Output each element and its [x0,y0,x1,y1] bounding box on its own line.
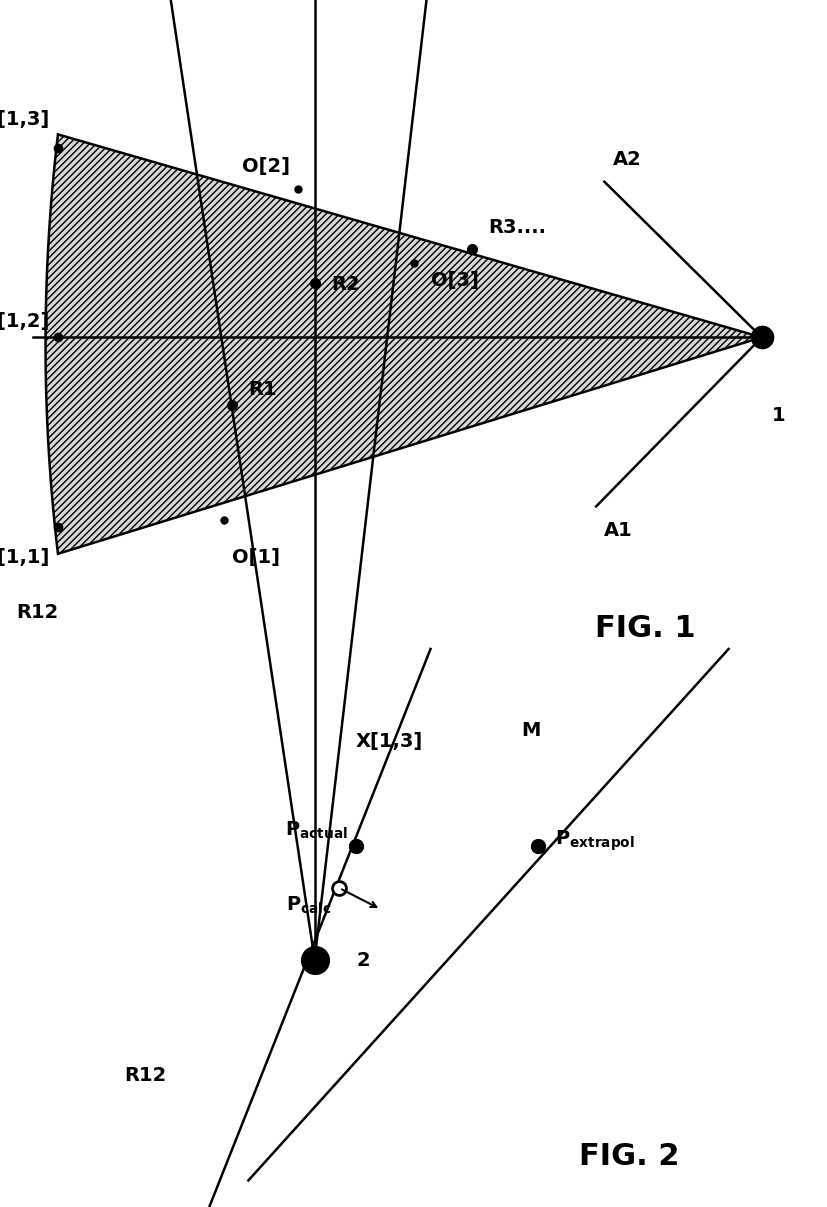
Text: X[1,2]: X[1,2] [0,313,50,331]
Text: A1: A1 [604,520,633,540]
Text: X[1,1]: X[1,1] [0,548,50,566]
Text: O[3]: O[3] [430,270,478,290]
Text: P$_{\bf extrapol}$: P$_{\bf extrapol}$ [554,828,633,853]
Text: R12: R12 [124,1065,166,1084]
Text: O[2]: O[2] [241,157,289,176]
Text: R2: R2 [331,274,360,293]
Text: O[1]: O[1] [232,548,280,566]
Text: R3....: R3.... [488,217,546,237]
Text: 1: 1 [771,406,784,425]
Text: P$_{\bf calc}$: P$_{\bf calc}$ [285,893,331,915]
Text: FIG. 1: FIG. 1 [595,613,696,642]
Text: FIG. 2: FIG. 2 [578,1141,679,1170]
Text: P$_{\bf actual}$: P$_{\bf actual}$ [284,820,347,840]
Text: X[1,3]: X[1,3] [356,731,423,751]
Text: R1: R1 [248,380,277,398]
Text: 2: 2 [356,950,369,969]
Text: M: M [521,721,540,740]
Polygon shape [45,135,761,554]
Text: A2: A2 [612,150,641,169]
Text: R12: R12 [17,602,59,622]
Text: X[1,3]: X[1,3] [0,110,50,128]
